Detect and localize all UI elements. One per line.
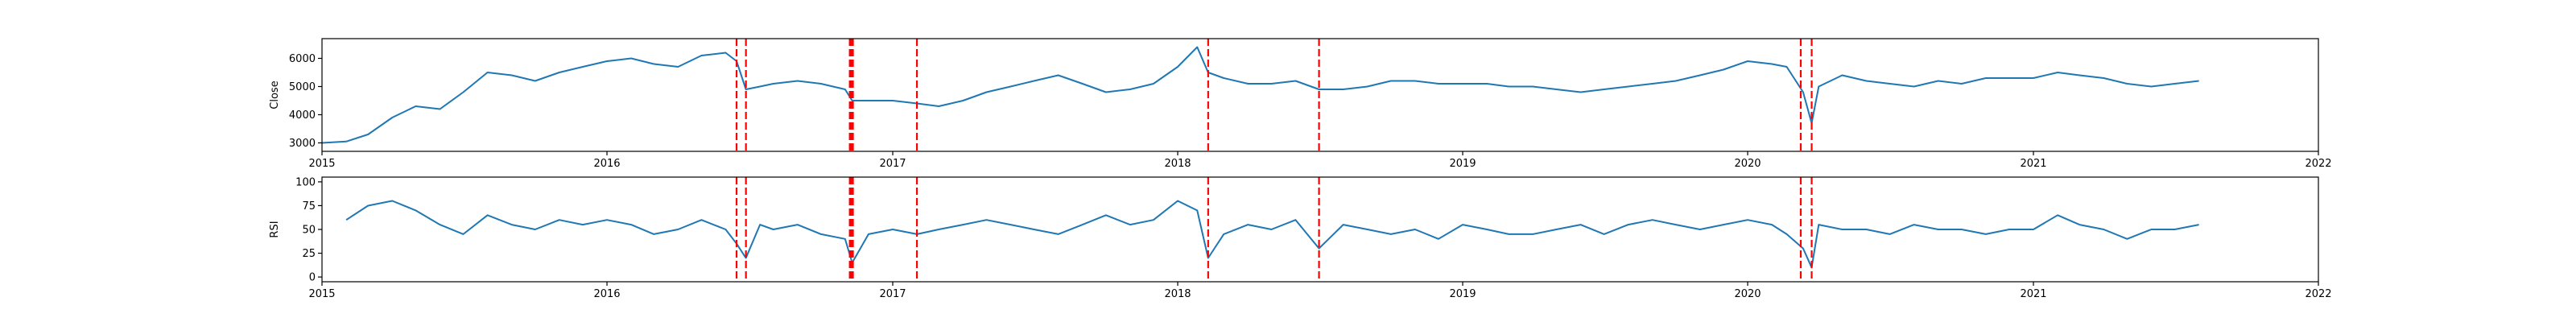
x-tick-label: 2017: [879, 158, 906, 170]
x-tick-label: 2016: [593, 158, 620, 170]
x-tick-label: 2015: [308, 158, 335, 170]
y-tick-label: 0: [309, 272, 316, 284]
x-tick-label: 2021: [2020, 288, 2046, 300]
y-tick-label: 6000: [289, 53, 316, 65]
x-tick-label: 2022: [2305, 158, 2331, 170]
x-tick-label: 2021: [2020, 158, 2046, 170]
x-tick-label: 2019: [1449, 158, 1476, 170]
x-tick-label: 2020: [1734, 288, 1761, 300]
y-tick-label: 4000: [289, 109, 316, 122]
series-line-1: [321, 46, 2199, 144]
series-line-1: [345, 200, 2199, 269]
axes-frame: [321, 38, 2319, 152]
panel-1: 2015 2016 2017 2018 2019 2020 2021 2022 3000 4000…: [269, 38, 2332, 170]
y-tick-label: 3000: [289, 138, 316, 150]
x-tick-label: 2015: [308, 288, 335, 300]
x-tick-label: 2018: [1164, 288, 1191, 300]
y-tick-label: 5000: [289, 81, 316, 93]
y-axis-label: RSI: [269, 221, 281, 237]
x-tick-label: 2018: [1164, 158, 1191, 170]
x-tick-label: 2019: [1449, 288, 1476, 300]
x-tick-label: 2022: [2305, 288, 2331, 300]
y-tick-label: 25: [302, 248, 316, 260]
x-tick-label: 2020: [1734, 158, 1761, 170]
y-tick-label: 100: [295, 176, 316, 188]
panel-2: 2015 2016 2017 2018 2019 2020 2021 2022 0 25 50 75 1…: [269, 176, 2332, 300]
x-tick-label: 2016: [593, 288, 620, 300]
y-axis-label: Close: [269, 80, 281, 109]
x-tick-label: 2017: [879, 288, 906, 300]
y-tick-label: 50: [302, 225, 316, 237]
y-tick-label: 75: [302, 200, 316, 213]
